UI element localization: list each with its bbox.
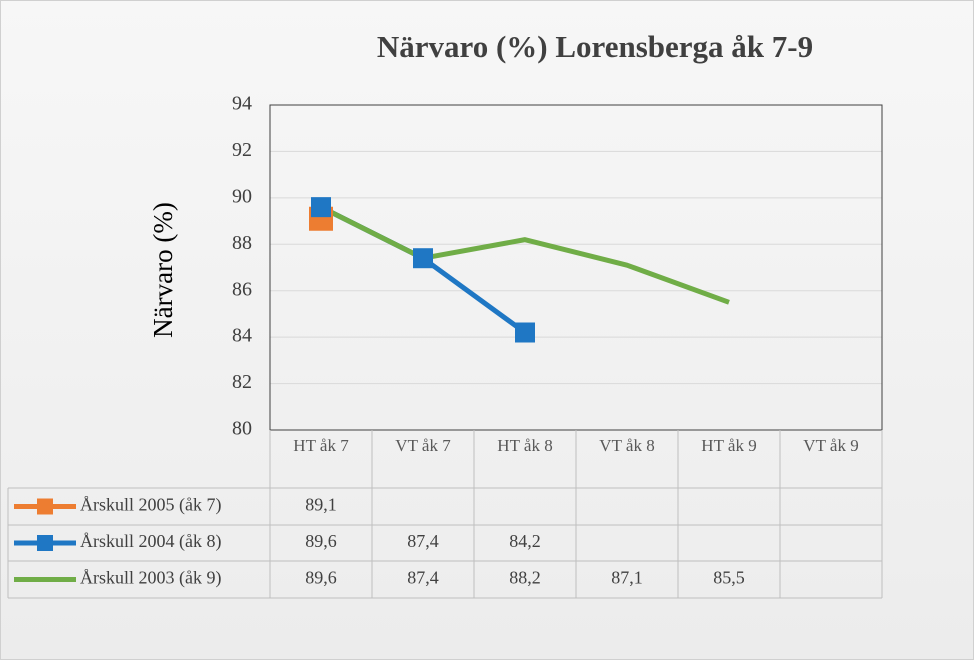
series-marker <box>311 197 331 218</box>
x-tick-label-box: HT åk 7 <box>293 436 349 455</box>
x-tick-label-box: VT åk 9 <box>803 436 859 455</box>
x-tick-label-box: HT åk 8 <box>497 436 553 455</box>
series-line <box>319 204 730 305</box>
x-tick-label: VT åk 9 <box>803 436 859 455</box>
data-table-value: 87,4 <box>407 568 439 588</box>
series-marker <box>413 248 433 269</box>
legend-label: Årskull 2005 (åk 7) <box>80 495 221 516</box>
x-tick-label: VT åk 8 <box>599 436 655 455</box>
y-tick-label: 90 <box>232 185 252 207</box>
x-tick-label-box: VT åk 7 <box>395 436 451 455</box>
data-table-value: 89,6 <box>305 568 337 588</box>
legend-label: Årskull 2004 (åk 8) <box>80 531 221 552</box>
y-tick-label: 84 <box>232 325 252 347</box>
data-table-value: 84,2 <box>509 531 541 551</box>
data-table-value: 85,5 <box>713 568 745 588</box>
y-tick-label: 86 <box>232 278 252 300</box>
y-tick-label: 82 <box>232 371 252 393</box>
y-tick-label: 88 <box>232 232 252 254</box>
chart-title: Närvaro (%) Lorensberga åk 7-9 <box>377 29 813 64</box>
data-table-value: 87,4 <box>407 531 439 551</box>
x-tick-label: HT åk 8 <box>497 436 553 455</box>
x-tick-label: VT åk 7 <box>395 436 451 455</box>
y-axis-label: Närvaro (%) <box>148 202 178 338</box>
data-table-value: 89,6 <box>305 531 337 551</box>
series-marker <box>515 322 535 343</box>
y-tick-label: 92 <box>232 139 252 161</box>
legend-marker <box>37 535 53 551</box>
data-table-value: 88,2 <box>509 568 541 588</box>
legend-marker <box>37 498 53 515</box>
legend-label: Årskull 2003 (åk 9) <box>80 568 221 589</box>
x-tick-label-box: HT åk 9 <box>701 436 757 455</box>
x-tick-label-box: VT åk 8 <box>599 436 655 455</box>
y-tick-label: 80 <box>232 418 252 440</box>
data-table-value: 87,1 <box>611 568 643 588</box>
y-tick-label: 94 <box>232 93 252 115</box>
x-tick-label: HT åk 9 <box>701 436 757 455</box>
data-table-value: 89,1 <box>305 495 337 515</box>
x-tick-label: HT åk 7 <box>293 436 349 455</box>
